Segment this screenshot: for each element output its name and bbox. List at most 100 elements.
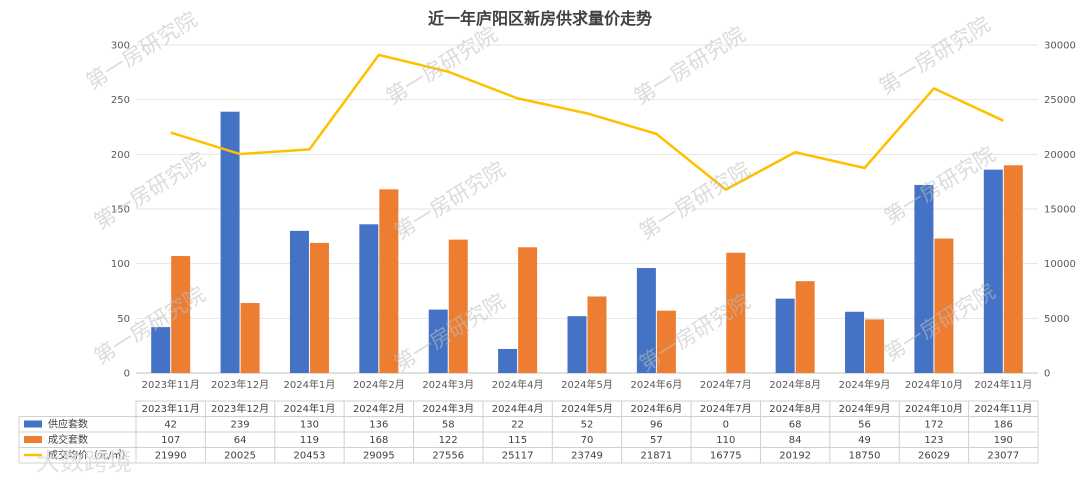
watermark: 第一房研究院 bbox=[82, 7, 202, 94]
table-cell: 20192 bbox=[779, 451, 811, 462]
supply-bar bbox=[845, 311, 865, 373]
supply-bar bbox=[151, 327, 171, 373]
y2-tick-label: 0 bbox=[1044, 369, 1050, 380]
table-cell: 70 bbox=[581, 435, 594, 446]
table-header-cell: 2024年11月 bbox=[974, 402, 1032, 415]
y2-tick-label: 20000 bbox=[1044, 150, 1076, 161]
legend-label: 成交均价（元/㎡） bbox=[48, 449, 131, 462]
table-cell: 186 bbox=[994, 420, 1013, 431]
table-cell: 130 bbox=[300, 420, 319, 431]
table-cell: 27556 bbox=[432, 451, 464, 462]
table-header-cell: 2023年11月 bbox=[142, 402, 200, 415]
table-cell: 42 bbox=[164, 420, 177, 431]
supply-bar bbox=[220, 111, 240, 374]
table-cell: 18750 bbox=[849, 451, 881, 462]
chart-title: 近一年庐阳区新房供求量价走势 bbox=[428, 9, 652, 28]
y2-tick-label: 30000 bbox=[1044, 41, 1076, 52]
y-tick-label: 50 bbox=[117, 314, 130, 325]
table-cell: 58 bbox=[442, 420, 455, 431]
x-tick-label: 2024年4月 bbox=[492, 378, 544, 391]
x-axis: 2023年11月 2023年12月 2024年1月 2024年2月 2024年3月 202… bbox=[142, 378, 1033, 391]
table-cell: 16775 bbox=[710, 451, 742, 462]
x-tick-label: 2024年10月 bbox=[905, 378, 963, 391]
table-header-cell: 2024年5月 bbox=[561, 402, 613, 415]
table-header-cell: 2024年6月 bbox=[630, 402, 682, 415]
table-header-cell: 2024年8月 bbox=[769, 402, 821, 415]
deal-bar bbox=[240, 303, 260, 373]
table-cell: 122 bbox=[439, 435, 458, 446]
deal-bar bbox=[865, 319, 885, 373]
table-header-cell: 2024年4月 bbox=[492, 402, 544, 415]
supply-bar bbox=[428, 309, 448, 373]
table-cell: 123 bbox=[924, 435, 943, 446]
data-table: 2023年11月 2023年12月 2024年1月 2024年2月 2024年3月 202… bbox=[18, 400, 1039, 464]
deal-bar bbox=[518, 247, 538, 373]
price-line bbox=[170, 53, 1004, 191]
source-watermark: 大数跨境 bbox=[36, 448, 132, 476]
table-cell: 190 bbox=[994, 435, 1013, 446]
table-cell: 136 bbox=[369, 420, 388, 431]
x-tick-label: 2024年1月 bbox=[284, 378, 336, 391]
table-cell: 68 bbox=[789, 420, 802, 431]
table-cell: 172 bbox=[924, 420, 943, 431]
table-cell: 0 bbox=[723, 420, 729, 431]
x-tick-label: 2024年11月 bbox=[974, 378, 1032, 391]
x-tick-label: 2024年5月 bbox=[561, 378, 613, 391]
y2-tick-label: 10000 bbox=[1044, 259, 1076, 270]
y2-tick-label: 15000 bbox=[1044, 205, 1076, 216]
supply-bar bbox=[359, 224, 379, 373]
x-tick-label: 2024年7月 bbox=[700, 378, 752, 391]
bars bbox=[151, 111, 1023, 374]
x-tick-label: 2024年3月 bbox=[422, 378, 474, 391]
deal-bar bbox=[795, 281, 815, 373]
watermark: 第一房研究院 bbox=[630, 22, 750, 109]
x-tick-label: 2024年2月 bbox=[353, 378, 405, 391]
table-cell: 20453 bbox=[294, 451, 326, 462]
y-tick-label: 150 bbox=[111, 205, 130, 216]
x-tick-label: 2023年11月 bbox=[142, 378, 200, 391]
legend-swatch bbox=[24, 436, 42, 443]
deal-bar bbox=[171, 256, 191, 373]
x-tick-label: 2024年9月 bbox=[839, 378, 891, 391]
table-cell: 49 bbox=[858, 435, 871, 446]
supply-bar bbox=[498, 348, 518, 373]
y2-tick-label: 25000 bbox=[1044, 95, 1076, 106]
supply-bar bbox=[983, 169, 1003, 373]
table-header-cell: 2024年9月 bbox=[839, 402, 891, 415]
y2-tick-label: 5000 bbox=[1044, 314, 1069, 325]
deal-bar bbox=[379, 189, 399, 373]
table-cell: 23749 bbox=[571, 451, 603, 462]
y-tick-label: 0 bbox=[124, 369, 130, 380]
supply-bar bbox=[914, 184, 934, 373]
table-cell: 21871 bbox=[640, 451, 672, 462]
watermark: 第一房研究院 bbox=[90, 147, 210, 234]
table-cell: 239 bbox=[231, 420, 250, 431]
table-cell: 84 bbox=[789, 435, 802, 446]
table-header-cell: 2024年1月 bbox=[284, 402, 336, 415]
y-tick-label: 200 bbox=[111, 150, 130, 161]
deal-bar bbox=[587, 296, 607, 373]
table-header-cell: 2024年2月 bbox=[353, 402, 405, 415]
supply-bar bbox=[636, 268, 656, 373]
gridlines bbox=[136, 44, 1038, 374]
table-header-cell: 2023年12月 bbox=[211, 402, 269, 415]
deal-bar bbox=[448, 239, 468, 373]
deal-bar bbox=[309, 242, 329, 373]
table-cell: 26029 bbox=[918, 451, 950, 462]
x-tick-label: 2023年12月 bbox=[211, 378, 269, 391]
deal-bar bbox=[656, 310, 676, 373]
table-cell: 168 bbox=[369, 435, 388, 446]
legend-label: 供应套数 bbox=[48, 418, 88, 431]
table-cell: 119 bbox=[300, 435, 319, 446]
y-tick-label: 250 bbox=[111, 95, 130, 106]
watermark: 第一房研究院 bbox=[880, 142, 1000, 229]
watermark: 第一房研究院 bbox=[635, 157, 755, 244]
y-axis-left: 0 50 100 150 200 250 300 bbox=[111, 41, 130, 380]
watermark: 第一房研究院 bbox=[875, 12, 995, 99]
table-header-cell: 2024年10月 bbox=[905, 402, 963, 415]
y-tick-label: 100 bbox=[111, 259, 130, 270]
supply-bar bbox=[289, 230, 309, 373]
table-cell: 107 bbox=[161, 435, 180, 446]
supply-bar bbox=[775, 298, 795, 373]
table-cell: 96 bbox=[650, 420, 663, 431]
